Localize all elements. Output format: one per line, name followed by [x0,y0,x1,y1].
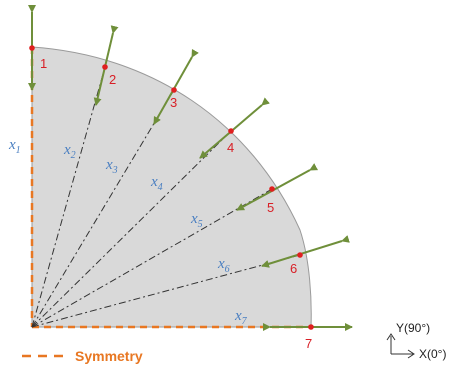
section-label-sub: 4 [158,182,163,193]
section-label-name: x [63,142,71,158]
legend-symmetry-label: Symmetry [75,348,143,364]
section-label-sub: 7 [242,316,248,327]
section-label-sub: 1 [16,145,21,156]
x-axis-label: X(0°) [419,347,446,361]
section-label-2: x2 [63,142,76,161]
section-label-sub: 6 [225,264,230,275]
point-label-3: 3 [170,95,177,110]
point-label-4: 4 [227,140,234,155]
section-line [31,254,301,328]
section-label-name: x [234,308,242,324]
section-label-4: x4 [150,174,163,193]
point-label-5: 5 [267,200,274,215]
section-label-7: x7 [234,308,248,327]
point-label-2: 2 [109,72,116,87]
y-axis-label: Y(90°) [396,321,430,335]
section-label-sub: 2 [71,150,76,161]
boundary-point-4 [228,128,234,134]
boundary-point-3 [171,87,177,93]
section-label-name: x [105,157,113,173]
section-label-name: x [217,256,225,272]
section-label-sub: 3 [112,165,118,176]
point-label-1: 1 [40,56,47,71]
section-label-name: x [150,174,158,190]
section-label-5: x5 [190,211,203,230]
section-line [31,66,106,328]
point-labels: 1 2 3 4 5 6 7 [40,56,312,351]
section-label-name: x [190,211,198,227]
x-axis-arrowhead [407,349,415,359]
section-line [31,188,273,328]
point-label-7: 7 [305,336,312,351]
section-label-sub: 5 [198,219,203,230]
section-label-6: x6 [217,256,230,275]
boundary-point-5 [269,186,275,192]
axis-indicator: Y(90°) X(0°) [386,321,446,361]
point-label-6: 6 [290,261,297,276]
boundary-point-7 [308,324,314,330]
section-label-3: x3 [105,157,118,176]
boundary-point-2 [102,64,108,70]
section-label-1: x1 [8,137,21,156]
section-line-labels: x1 x2 x3 x4 x5 x6 x7 [8,137,248,327]
section-line [31,89,175,328]
section-lines [31,66,301,328]
boundary-point-6 [297,252,303,258]
section-label-name: x [8,137,16,153]
boundary-points [29,45,314,330]
boundary-point-1 [29,45,35,51]
y-axis-arrowhead [386,333,396,341]
legend: Symmetry [22,348,143,364]
section-line [31,130,232,328]
